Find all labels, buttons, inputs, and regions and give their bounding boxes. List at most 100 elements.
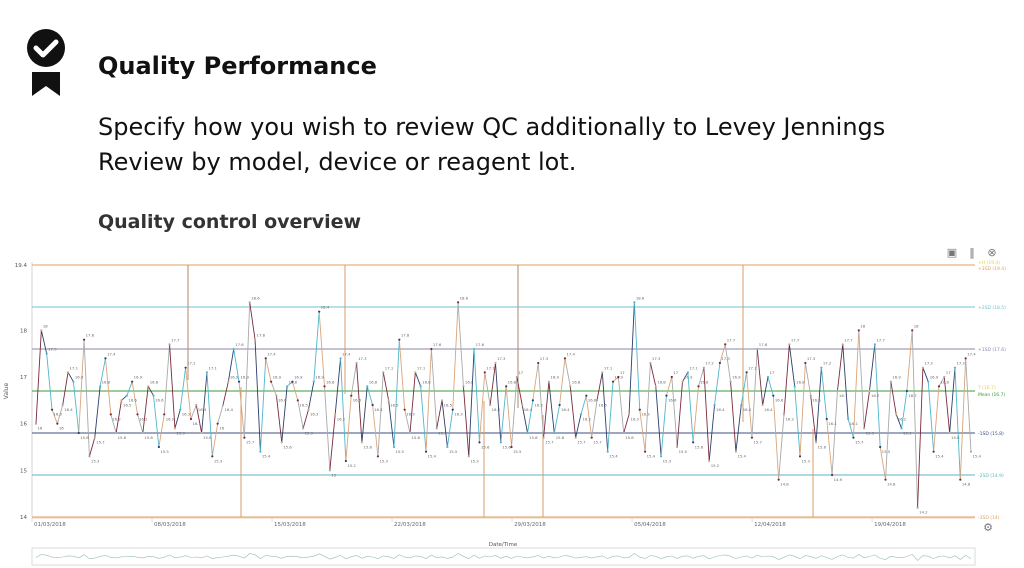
y-tick-label: 15 <box>20 468 27 474</box>
data-label: 16.6 <box>353 398 362 403</box>
data-segment <box>40 330 48 354</box>
data-label: 17.7 <box>171 337 180 342</box>
data-point <box>211 455 214 458</box>
data-point <box>296 399 299 402</box>
data-point <box>275 394 278 397</box>
data-label: 16.1 <box>192 421 201 426</box>
data-segment <box>88 437 96 457</box>
data-label: 15.3 <box>663 458 672 463</box>
data-segment <box>243 302 251 438</box>
data-segment <box>836 344 844 392</box>
data-segment <box>885 381 892 480</box>
data-label: 17.1 <box>70 365 79 370</box>
data-point <box>606 450 609 453</box>
data-point <box>120 399 123 402</box>
data-label: 16.7 <box>908 393 917 398</box>
data-point <box>489 403 492 407</box>
camera-icon[interactable]: ▣ <box>946 246 958 259</box>
data-label: 17.7 <box>844 337 853 342</box>
data-segment <box>318 311 325 387</box>
data-point <box>227 380 230 383</box>
data-point <box>809 394 812 397</box>
data-segment <box>414 372 422 387</box>
data-point <box>638 408 641 411</box>
data-point <box>681 380 684 383</box>
data-point <box>344 459 347 463</box>
data-label: 18 <box>43 323 48 328</box>
reference-line-label: +3SD (19.4) <box>978 266 1006 272</box>
data-point <box>510 445 513 449</box>
data-segment <box>350 362 358 396</box>
data-point <box>221 403 225 407</box>
data-segment <box>121 395 128 401</box>
data-segment <box>211 423 219 457</box>
data-point <box>264 357 267 360</box>
data-point <box>521 403 524 407</box>
gear-icon[interactable]: ⚙ <box>983 521 993 534</box>
data-label: 15.5 <box>679 449 688 454</box>
data-label: 16.3 <box>310 412 319 417</box>
data-segment <box>382 372 390 401</box>
data-point <box>34 422 38 425</box>
data-segment <box>473 348 480 443</box>
slide-title: Quality Performance <box>98 52 377 80</box>
data-label: 17.8 <box>257 333 266 338</box>
data-point <box>777 478 780 481</box>
x-tick-label: 12/04/2018 <box>754 522 786 528</box>
data-segment <box>666 376 673 396</box>
data-segment <box>815 367 822 443</box>
data-label: 17 <box>946 370 951 375</box>
data-label: 15.9 <box>866 430 875 435</box>
data-label: 15.4 <box>428 454 437 459</box>
data-segment <box>227 348 235 382</box>
data-label: 17.8 <box>401 333 410 338</box>
data-segment <box>430 348 438 429</box>
close-icon[interactable]: ⊗ <box>987 246 997 259</box>
data-label: 17.4 <box>267 351 276 356</box>
data-label: 18.6 <box>636 295 645 300</box>
data-segment <box>425 348 432 452</box>
data-point <box>782 413 786 416</box>
data-segment <box>259 358 267 452</box>
data-label: 15.5 <box>395 449 404 454</box>
data-segment <box>585 395 593 438</box>
data-segment <box>308 381 315 410</box>
columns-icon[interactable]: ‖ <box>969 246 975 259</box>
data-point <box>179 408 182 411</box>
data-segment <box>949 367 956 434</box>
data-segment <box>147 386 154 396</box>
data-point <box>889 380 892 383</box>
data-segment <box>730 381 737 452</box>
data-label: 15.5 <box>160 449 169 454</box>
data-segment <box>388 400 395 448</box>
data-label: 15.7 <box>246 440 255 445</box>
data-label: 17.7 <box>727 337 736 342</box>
data-point <box>328 469 331 472</box>
data-point <box>943 375 946 379</box>
data-point <box>531 399 534 402</box>
data-label: 15.6 <box>283 444 292 449</box>
data-label: 16.8 <box>465 379 474 384</box>
data-label: 16.4 <box>561 407 570 412</box>
data-point <box>216 422 219 425</box>
data-label: 16.6 <box>588 398 597 403</box>
data-point <box>157 445 160 449</box>
data-point <box>959 478 962 481</box>
data-label: 14.2 <box>919 510 928 515</box>
data-segment <box>479 372 486 443</box>
data-point <box>713 403 716 407</box>
data-segment <box>275 395 283 443</box>
data-segment <box>142 386 149 434</box>
data-label: 17.2 <box>924 361 933 366</box>
data-segment <box>820 367 828 420</box>
data-segment <box>500 386 507 443</box>
data-point <box>414 371 417 374</box>
data-point <box>355 361 358 365</box>
data-point <box>318 310 321 313</box>
x-tick-label: 01/03/2018 <box>34 522 66 528</box>
data-label: 17.1 <box>385 365 394 370</box>
data-point <box>467 455 470 458</box>
data-label: 17 <box>518 370 523 375</box>
data-label: 16.8 <box>326 379 335 384</box>
data-segment <box>772 395 780 480</box>
